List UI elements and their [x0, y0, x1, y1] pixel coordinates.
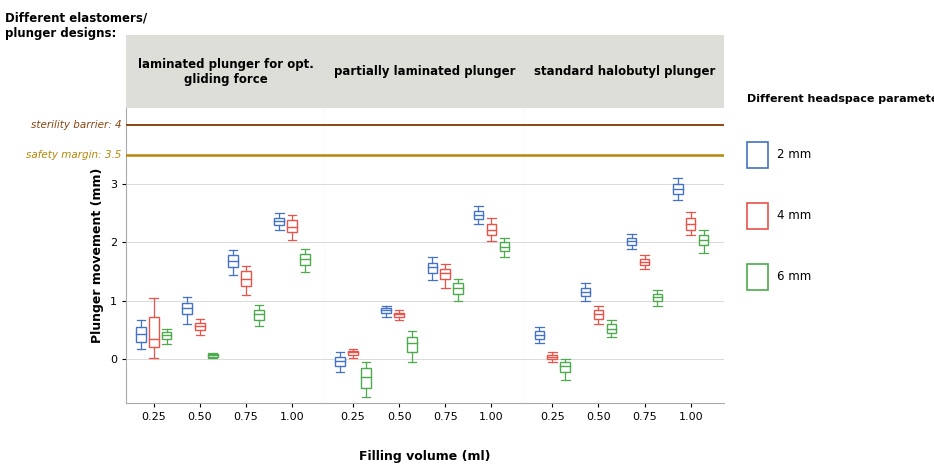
Bar — [348, 351, 358, 355]
Bar — [500, 242, 509, 251]
Bar — [672, 184, 683, 194]
Bar — [149, 318, 159, 347]
Bar — [627, 238, 636, 245]
Text: standard halobutyl plunger: standard halobutyl plunger — [533, 65, 715, 78]
Bar — [441, 269, 450, 280]
Bar — [547, 355, 557, 359]
Bar — [699, 235, 708, 245]
Text: 4 mm: 4 mm — [777, 209, 812, 222]
Bar — [288, 220, 297, 232]
Bar — [275, 218, 284, 225]
Bar — [474, 212, 483, 219]
Text: laminated plunger for opt.
gliding force: laminated plunger for opt. gliding force — [138, 58, 314, 85]
Bar — [254, 310, 263, 320]
Text: 6 mm: 6 mm — [777, 270, 812, 283]
Bar — [534, 332, 545, 339]
Bar — [335, 356, 345, 366]
Text: Different headspace parameters:: Different headspace parameters: — [747, 94, 934, 104]
Bar — [361, 368, 371, 387]
Bar — [407, 337, 417, 352]
Text: Different elastomers/
plunger designs:: Different elastomers/ plunger designs: — [5, 12, 147, 40]
Bar — [195, 323, 205, 330]
Bar — [453, 283, 463, 294]
Bar — [394, 313, 403, 317]
Bar — [182, 303, 191, 314]
Bar — [640, 259, 649, 265]
Bar — [606, 325, 616, 333]
Bar — [241, 271, 251, 286]
Bar — [300, 254, 310, 265]
Bar — [560, 363, 570, 372]
Text: safety margin: 3.5: safety margin: 3.5 — [26, 150, 121, 159]
Text: Filling volume (ml): Filling volume (ml) — [360, 450, 490, 462]
Bar — [136, 327, 146, 342]
Text: sterility barrier: 4: sterility barrier: 4 — [31, 121, 121, 130]
Bar — [208, 354, 218, 356]
Bar — [381, 308, 391, 313]
Bar — [162, 332, 172, 339]
Bar — [428, 263, 437, 273]
Bar — [653, 294, 662, 301]
Bar — [228, 255, 238, 267]
Bar — [581, 288, 590, 296]
Text: partially laminated plunger: partially laminated plunger — [334, 65, 516, 78]
Y-axis label: Plunger movement (mm): Plunger movement (mm) — [92, 168, 105, 343]
Bar — [594, 310, 603, 318]
Text: 2 mm: 2 mm — [777, 148, 812, 161]
Bar — [686, 218, 696, 229]
Bar — [487, 224, 496, 235]
